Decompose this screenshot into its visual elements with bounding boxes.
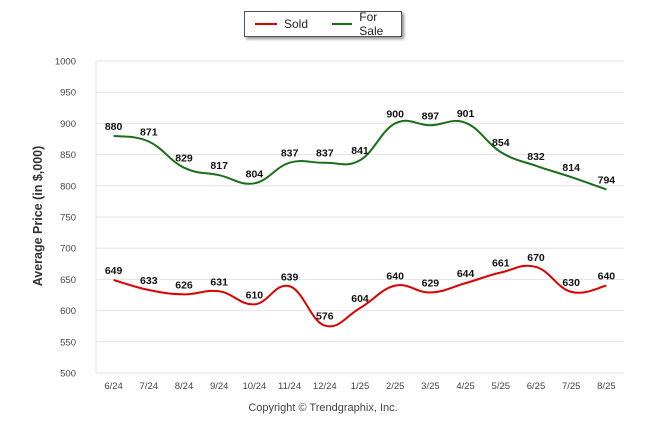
x-tick-label: 3/25 bbox=[421, 381, 440, 392]
legend-swatch-for-sale bbox=[332, 23, 353, 25]
data-label: 630 bbox=[562, 277, 580, 289]
x-tick-label: 8/25 bbox=[597, 381, 616, 392]
data-label: 832 bbox=[527, 151, 545, 163]
data-label: 837 bbox=[281, 148, 299, 160]
y-tick-label: 950 bbox=[60, 88, 76, 99]
x-tick-label: 7/25 bbox=[562, 381, 581, 392]
x-tick-label: 5/25 bbox=[492, 381, 511, 392]
x-tick-label: 11/24 bbox=[278, 381, 301, 392]
data-label: 633 bbox=[140, 275, 158, 287]
data-label: 901 bbox=[457, 108, 475, 120]
data-label: 610 bbox=[246, 289, 264, 301]
y-tick-label: 800 bbox=[60, 181, 76, 192]
x-tick-label: 2/25 bbox=[386, 381, 405, 392]
x-axis-ticks: 6/24 7/24 8/24 9/24 10/24 11/24 12/24 1/25 2/25 3… bbox=[104, 381, 615, 392]
data-label: 649 bbox=[105, 265, 123, 277]
data-labels: 649 633 626 631 610 639 576 604 640 629 644 661 670 6… bbox=[105, 108, 615, 323]
y-axis-label: Average Price (in $,000) bbox=[31, 146, 45, 287]
data-label: 794 bbox=[598, 175, 616, 187]
data-label: 814 bbox=[562, 162, 580, 174]
data-label: 626 bbox=[175, 279, 193, 291]
x-tick-label: 9/24 bbox=[210, 381, 229, 392]
x-tick-label: 6/24 bbox=[104, 381, 123, 392]
data-label: 631 bbox=[210, 276, 228, 288]
copyright-text: Copyright © Trendgraphix, Inc. bbox=[248, 402, 398, 414]
data-label: 829 bbox=[175, 153, 193, 165]
data-label: 639 bbox=[281, 271, 299, 283]
data-label: 854 bbox=[492, 137, 510, 149]
legend-item-sold[interactable]: Sold bbox=[255, 17, 308, 31]
x-tick-label: 12/24 bbox=[313, 381, 337, 392]
x-tick-label: 10/24 bbox=[243, 381, 267, 392]
legend: Sold For Sale bbox=[244, 10, 402, 38]
data-label: 661 bbox=[492, 258, 510, 270]
data-label: 817 bbox=[210, 160, 228, 172]
y-tick-label: 750 bbox=[60, 213, 76, 224]
data-label: 604 bbox=[351, 293, 369, 305]
y-tick-label: 700 bbox=[60, 244, 76, 255]
y-axis-ticks: 500 550 600 650 700 750 800 850 900 950 1000 bbox=[55, 57, 76, 380]
data-label: 841 bbox=[351, 145, 369, 157]
data-label: 640 bbox=[386, 271, 404, 283]
grid-lines bbox=[95, 60, 624, 374]
y-tick-label: 600 bbox=[60, 306, 76, 317]
legend-label-for-sale: For Sale bbox=[359, 10, 384, 38]
series-layer bbox=[113, 119, 607, 328]
x-tick-label: 4/25 bbox=[456, 381, 475, 392]
legend-item-for-sale[interactable]: For Sale bbox=[332, 10, 401, 38]
x-tick-label: 8/24 bbox=[175, 381, 194, 392]
data-label: 880 bbox=[105, 121, 123, 133]
data-label: 900 bbox=[386, 108, 404, 120]
data-label: 837 bbox=[316, 148, 334, 160]
y-tick-label: 550 bbox=[60, 337, 76, 348]
series-line-sold bbox=[113, 264, 607, 328]
data-label: 629 bbox=[422, 278, 440, 290]
x-tick-label: 1/25 bbox=[351, 381, 370, 392]
y-tick-label: 650 bbox=[60, 275, 76, 286]
data-label: 804 bbox=[246, 168, 264, 180]
y-tick-label: 500 bbox=[60, 369, 76, 380]
x-tick-label: 7/24 bbox=[140, 381, 159, 392]
y-tick-label: 850 bbox=[60, 150, 76, 161]
data-label: 640 bbox=[598, 271, 616, 283]
y-tick-label: 900 bbox=[60, 119, 76, 130]
legend-label-sold: Sold bbox=[284, 17, 309, 31]
data-label: 576 bbox=[316, 311, 334, 323]
data-label: 670 bbox=[527, 252, 545, 264]
series-line-for-sale bbox=[113, 119, 607, 191]
x-tick-label: 6/25 bbox=[527, 381, 546, 392]
data-label: 871 bbox=[140, 126, 158, 138]
data-label: 897 bbox=[422, 110, 440, 122]
data-label: 644 bbox=[457, 268, 475, 280]
legend-swatch-sold bbox=[255, 23, 277, 25]
y-tick-label: 1000 bbox=[55, 57, 76, 68]
